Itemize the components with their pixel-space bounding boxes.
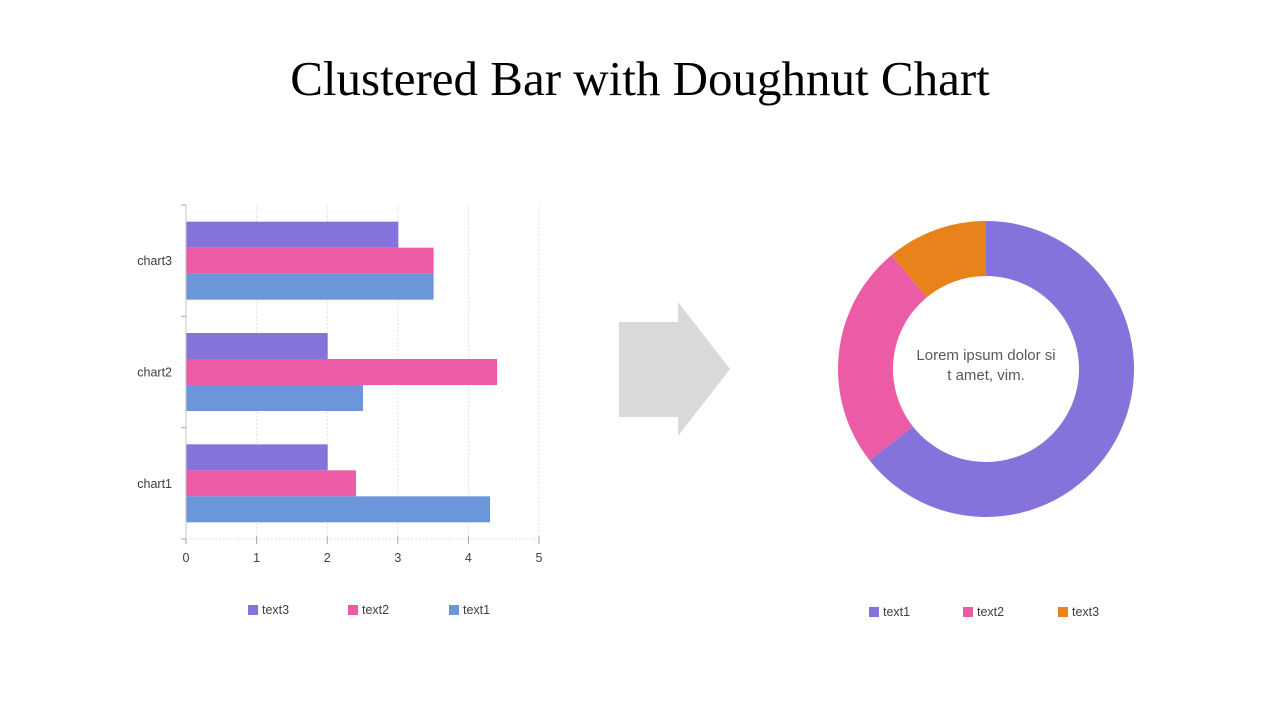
x-tick-label-4: 4 xyxy=(465,551,472,565)
bar-chart3-text3 xyxy=(186,221,399,248)
bar-legend-swatch-text2 xyxy=(348,605,358,615)
bar-legend-label-text2: text2 xyxy=(362,603,390,617)
bar-chart2-text2 xyxy=(186,359,498,385)
bar-chart2-text3 xyxy=(186,333,328,359)
x-tick-label-3: 3 xyxy=(394,551,401,565)
bar-legend-swatch-text1 xyxy=(449,605,459,615)
bar-chart1-text2 xyxy=(186,470,356,497)
doughnut-segment-text1 xyxy=(869,221,1135,517)
donut-legend-item-text1: text1 xyxy=(869,605,910,619)
bar-chart2-text1 xyxy=(186,385,363,411)
doughnut-center-line1: Lorem ipsum dolor si xyxy=(916,347,1056,364)
category-label-chart3: chart3 xyxy=(137,254,172,268)
donut-legend-swatch-text2 xyxy=(963,607,973,617)
donut-legend-label-text2: text2 xyxy=(977,605,1005,619)
clustered-bar-chart: chart3 chart2 chart1 0 1 2 3 4 5 xyxy=(137,204,543,565)
right-arrow-icon xyxy=(619,302,730,436)
bar-chart3-text1 xyxy=(186,273,434,300)
page-title: Clustered Bar with Doughnut Chart xyxy=(290,51,990,106)
bar-legend-label-text1: text1 xyxy=(463,603,491,617)
x-tick-label-5: 5 xyxy=(536,551,543,565)
doughnut-chart xyxy=(837,221,1135,517)
right-arrow-shape xyxy=(619,302,730,436)
x-tick-label-0: 0 xyxy=(183,551,190,565)
bar-legend-item-text3: text3 xyxy=(248,603,289,617)
donut-legend-swatch-text3 xyxy=(1058,607,1068,617)
doughnut-segment-text2 xyxy=(837,254,927,461)
x-tick-label-1: 1 xyxy=(253,551,260,565)
x-tick-label-2: 2 xyxy=(324,551,331,565)
donut-legend-label-text1: text1 xyxy=(883,605,911,619)
donut-legend-item-text2: text2 xyxy=(963,605,1004,619)
bar-legend-item-text1: text1 xyxy=(449,603,490,617)
category-label-chart2: chart2 xyxy=(137,366,172,380)
doughnut-segment-text3 xyxy=(891,221,986,298)
bar-legend-item-text2: text2 xyxy=(348,603,389,617)
category-label-chart1: chart1 xyxy=(137,477,172,491)
doughnut-center-line2: t amet, vim. xyxy=(947,367,1025,384)
bar-legend-swatch-text3 xyxy=(248,605,258,615)
bar-legend-label-text3: text3 xyxy=(262,603,290,617)
donut-legend-item-text3: text3 xyxy=(1058,605,1099,619)
bar-chart3-text2 xyxy=(186,247,434,274)
bar-chart1-text3 xyxy=(186,444,328,471)
doughnut-center-text: Lorem ipsum dolor si t amet, vim. xyxy=(886,346,1086,386)
donut-legend-label-text3: text3 xyxy=(1072,605,1100,619)
bar-chart1-text1 xyxy=(186,496,491,523)
donut-legend-swatch-text1 xyxy=(869,607,879,617)
